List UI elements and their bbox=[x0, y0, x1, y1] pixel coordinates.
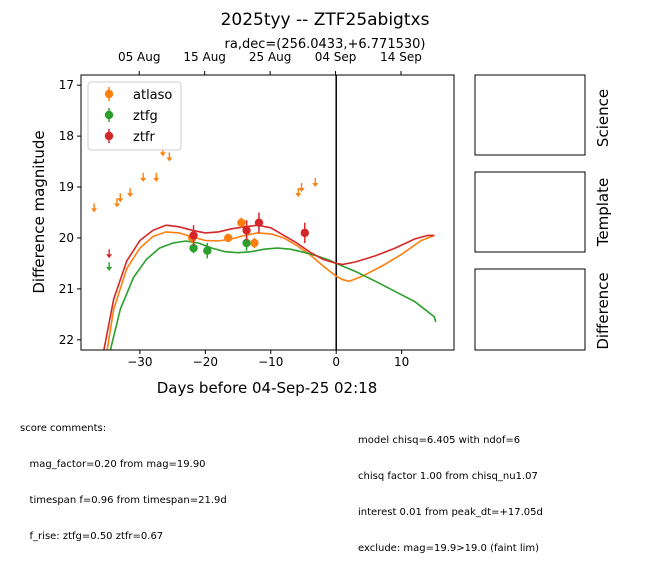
marker bbox=[254, 218, 264, 227]
legend-marker bbox=[104, 131, 114, 141]
comment-line: f_rise: ztfg=0.50 ztfr=0.67 bbox=[20, 531, 164, 542]
top-tick-label: 04 Sep bbox=[315, 50, 357, 64]
marker bbox=[237, 218, 246, 227]
model-line-ztfg bbox=[109, 240, 437, 350]
plot-content bbox=[91, 75, 437, 350]
y-axis-label: Difference magnitude bbox=[30, 130, 48, 293]
upper-limit-ztfr bbox=[106, 249, 113, 259]
x-tick-label: −10 bbox=[258, 355, 283, 369]
upper-limit-head bbox=[312, 182, 319, 187]
legend-label: ztfr bbox=[133, 130, 155, 145]
upper-limit-head bbox=[166, 157, 173, 162]
template-panel bbox=[474, 171, 586, 253]
data-point-ztfr bbox=[189, 225, 198, 246]
upper-limit-head bbox=[127, 193, 134, 198]
upper-limit-atlaso bbox=[91, 203, 98, 213]
top-tick-label: 14 Sep bbox=[380, 50, 422, 64]
upper-limit-ztfg bbox=[106, 261, 113, 271]
model-line-atlaso bbox=[106, 231, 435, 350]
chart-subtitle: ra,dec=(256.0433,+6.771530) bbox=[225, 37, 426, 52]
legend-label: atlaso bbox=[133, 88, 172, 103]
y-tick-label: 20 bbox=[59, 231, 74, 245]
upper-limit-atlaso bbox=[312, 177, 319, 187]
upper-limit-head bbox=[117, 198, 124, 203]
upper-limit-head bbox=[106, 266, 113, 271]
upper-limit-head bbox=[106, 254, 113, 259]
data-point-atlaso bbox=[237, 217, 246, 228]
model-comments: model chisq=6.405 with ndof=6 chisq fact… bbox=[358, 411, 543, 567]
data-point-ztfr bbox=[300, 222, 309, 244]
legend-entry-ztfr: ztfr bbox=[104, 129, 155, 145]
marker bbox=[224, 233, 233, 243]
comment-line: chisq factor 1.00 from chisq_nu1.07 bbox=[358, 471, 538, 482]
upper-limit-atlaso bbox=[166, 152, 173, 162]
marker bbox=[300, 228, 309, 238]
y-tick-label: 18 bbox=[59, 129, 74, 143]
legend-label: ztfg bbox=[133, 109, 158, 124]
marker bbox=[189, 243, 198, 253]
legend-entry-atlaso: atlaso bbox=[104, 87, 172, 103]
difference-label: Difference bbox=[594, 272, 612, 349]
difference-panel bbox=[474, 268, 586, 351]
upper-limit-atlaso bbox=[153, 172, 160, 182]
x-tick-label: −30 bbox=[127, 355, 152, 369]
upper-limit-atlaso bbox=[117, 193, 124, 203]
upper-limit-atlaso bbox=[113, 198, 120, 208]
model-line-ztfr bbox=[103, 224, 435, 350]
upper-limit-atlaso bbox=[127, 188, 134, 198]
marker bbox=[242, 238, 251, 248]
x-axis-label: Days before 04-Sep-25 02:18 bbox=[157, 379, 378, 397]
axes: −30 −20 −10 0 10 17 18 19 20 21 22 05 Aug 15 Aug 25 A… bbox=[59, 50, 422, 369]
legend-entry-ztfg: ztfg bbox=[104, 108, 158, 124]
science-label: Science bbox=[594, 89, 612, 147]
comment-line: score comments: bbox=[20, 423, 107, 434]
x-tick-label: 10 bbox=[394, 355, 409, 369]
upper-limit-atlaso bbox=[140, 172, 147, 182]
chart-title: 2025tyy -- ZTF25abigtxs bbox=[221, 10, 430, 30]
legend-marker bbox=[104, 110, 114, 120]
marker bbox=[242, 226, 251, 235]
marker bbox=[189, 231, 198, 240]
y-tick-label: 19 bbox=[59, 180, 74, 194]
score-comments: score comments: mag_factor=0.20 from mag… bbox=[20, 399, 227, 555]
data-point-atlaso bbox=[250, 237, 259, 249]
top-tick-label: 05 Aug bbox=[118, 50, 161, 64]
legend: atlaso ztfg ztfr bbox=[87, 81, 182, 151]
upper-limit-head bbox=[295, 193, 302, 198]
data-point-ztfr bbox=[254, 212, 264, 233]
top-tick-label: 15 Aug bbox=[183, 50, 226, 64]
plot-frame bbox=[80, 74, 455, 351]
legend-marker bbox=[104, 89, 114, 99]
x-tick-label: 0 bbox=[332, 355, 340, 369]
comment-line: model chisq=6.405 with ndof=6 bbox=[358, 435, 521, 446]
comment-line: mag_factor=0.20 from mag=19.90 bbox=[20, 459, 206, 470]
upper-limit-head bbox=[91, 208, 98, 213]
upper-limit-head bbox=[140, 177, 147, 182]
x-tick-label: −20 bbox=[193, 355, 218, 369]
marker bbox=[203, 246, 212, 255]
marker bbox=[250, 238, 259, 248]
y-tick-label: 22 bbox=[59, 333, 74, 347]
template-label: Template bbox=[594, 178, 612, 247]
upper-limit-head bbox=[113, 203, 120, 208]
upper-limit-atlaso bbox=[295, 188, 302, 198]
comment-line: interest 0.01 from peak_dt=+17.05d bbox=[358, 507, 543, 518]
figure: 2025tyy -- ZTF25abigtxs ra,dec=(256.0433… bbox=[30, 10, 612, 397]
comment-line: timespan f=0.96 from timespan=21.9d bbox=[20, 495, 227, 506]
upper-limit-atlaso bbox=[298, 183, 305, 193]
top-tick-label: 25 Aug bbox=[249, 50, 292, 64]
upper-limit-head bbox=[298, 188, 305, 193]
upper-limit-head bbox=[159, 152, 166, 157]
y-tick-label: 21 bbox=[59, 282, 74, 296]
y-tick-label: 17 bbox=[59, 78, 74, 92]
data-point-atlaso bbox=[224, 233, 233, 243]
data-point-ztfg bbox=[203, 243, 212, 259]
thumbnail-panels: Science Template Difference bbox=[474, 74, 612, 351]
upper-limit-head bbox=[153, 177, 160, 182]
comment-line: exclude: mag=19.9>19.0 (faint lim) bbox=[358, 543, 540, 554]
science-panel bbox=[474, 74, 586, 156]
plot-area bbox=[80, 74, 455, 351]
data-point-ztfr bbox=[242, 220, 251, 241]
